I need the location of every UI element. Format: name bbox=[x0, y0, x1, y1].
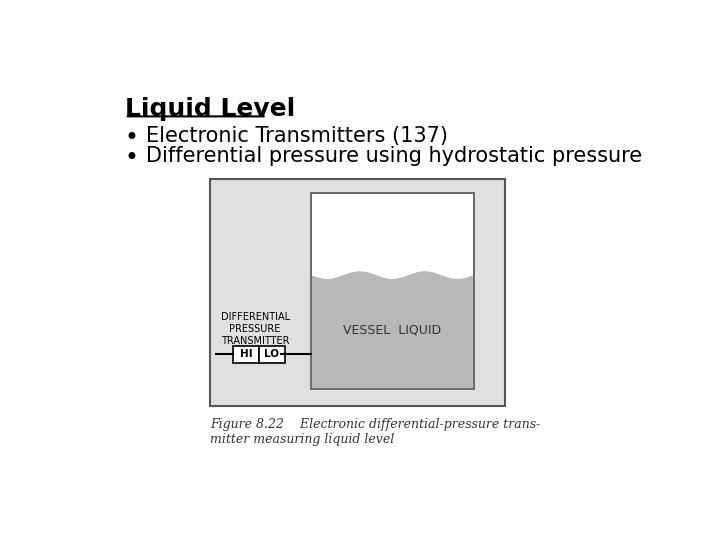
Bar bbox=[259, 346, 284, 363]
Text: Liquid Level: Liquid Level bbox=[125, 97, 295, 121]
Text: •: • bbox=[125, 146, 139, 171]
Bar bbox=[311, 193, 474, 389]
Bar bbox=[210, 179, 505, 406]
Text: Electronic Transmitters (137): Electronic Transmitters (137) bbox=[145, 126, 448, 146]
Text: •: • bbox=[125, 126, 139, 151]
Text: LO: LO bbox=[264, 349, 279, 359]
Bar bbox=[233, 346, 259, 363]
Text: Differential pressure using hydrostatic pressure: Differential pressure using hydrostatic … bbox=[145, 146, 642, 166]
Bar bbox=[311, 193, 474, 389]
Text: VESSEL  LIQUID: VESSEL LIQUID bbox=[343, 323, 441, 336]
Polygon shape bbox=[311, 271, 474, 389]
Text: HI: HI bbox=[240, 349, 253, 359]
Text: Figure 8.22    Electronic differential-pressure trans-
mitter measuring liquid l: Figure 8.22 Electronic differential-pres… bbox=[210, 418, 541, 446]
Text: DIFFERENTIAL
PRESSURE
TRANSMITTER: DIFFERENTIAL PRESSURE TRANSMITTER bbox=[220, 312, 289, 346]
